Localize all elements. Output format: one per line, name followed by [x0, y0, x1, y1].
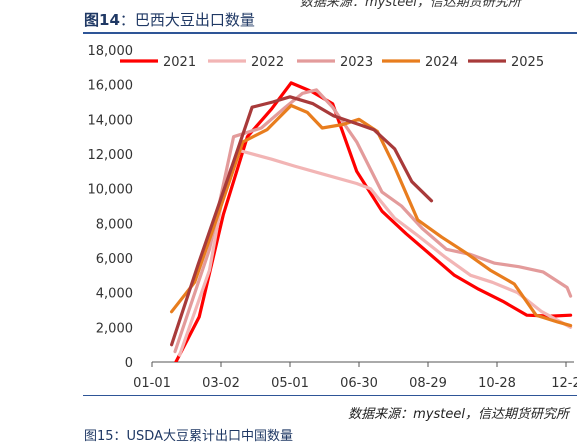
series-line-2021	[174, 81, 573, 362]
series-line-2023	[173, 88, 573, 354]
figure-title: 图14：巴西大豆出口数量	[84, 9, 255, 30]
x-tick-label: 05-01	[271, 376, 309, 391]
y-tick-label: 2,000	[96, 321, 133, 336]
title-rule	[83, 32, 577, 34]
series-line-2025	[170, 95, 434, 347]
y-tick-label: 14,000	[88, 113, 134, 128]
legend-label-2025: 2025	[511, 55, 544, 70]
source-note: 数据来源：mysteel，信达期货研究所	[348, 407, 569, 422]
x-tick-label: 03-02	[202, 376, 240, 391]
cropped-next-figure-title: 图15：USDA大豆累计出口中国数量	[84, 429, 293, 444]
legend-label-2021: 2021	[163, 55, 196, 70]
y-tick-label: 6,000	[96, 252, 133, 267]
figure-title-prefix: 图	[84, 11, 100, 29]
y-tick-label: 18,000	[88, 44, 134, 59]
y-tick-label: 4,000	[96, 287, 133, 302]
x-tick-label: 12-2	[551, 376, 577, 391]
series-line-2024	[170, 103, 573, 328]
figure-title-text: ：巴西大豆出口数量	[119, 11, 255, 29]
cropped-header-text: 数据来源：mysteel，信达期货研究所	[300, 0, 521, 10]
legend-label-2023: 2023	[340, 55, 373, 70]
y-tick-label: 10,000	[88, 183, 134, 198]
x-tick-label: 08-29	[409, 376, 447, 391]
y-tick-label: 0	[125, 356, 133, 371]
figure-title-number: 14	[99, 11, 120, 29]
y-tick-label: 12,000	[88, 148, 134, 163]
x-tick-label: 01-01	[133, 376, 171, 391]
source-rule	[83, 395, 577, 396]
y-tick-label: 8,000	[96, 217, 133, 232]
legend-label-2024: 2024	[425, 55, 458, 70]
y-tick-label: 16,000	[88, 79, 134, 94]
export-volume-chart: 0 2,000 4,000 6,000 8,000 10,000 12,000 14,000 1…	[88, 44, 577, 391]
legend-label-2022: 2022	[251, 55, 284, 70]
x-tick-label: 06-30	[340, 376, 378, 391]
x-tick-label: 10-28	[478, 376, 516, 391]
